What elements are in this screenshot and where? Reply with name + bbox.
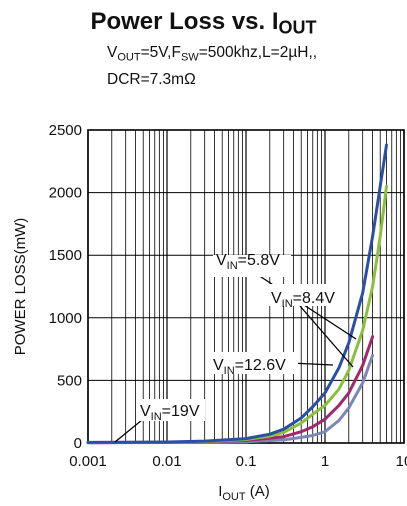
annotation-label: VIN=12.6V xyxy=(213,357,286,377)
y-tick-label: 1500 xyxy=(49,247,82,264)
y-tick-label: 0 xyxy=(74,435,82,452)
annotation-label: VIN=8.4V xyxy=(271,290,335,310)
x-tick-label: 0.001 xyxy=(69,453,107,470)
conditions-part: =500khz,L=2µH,, xyxy=(198,44,318,61)
annotation-leader-line xyxy=(299,305,354,368)
y-tick-label: 2000 xyxy=(49,185,82,202)
annotation-background xyxy=(213,255,291,277)
conditions-part: SW xyxy=(180,51,199,64)
x-tick-label: 0.01 xyxy=(152,453,181,470)
conditions-part: OUT xyxy=(117,51,141,64)
conditions-line-1: VOUT=5V,FSW=500khz,L=2µH,, xyxy=(107,44,317,63)
conditions-line-2: DCR=7.3mΩ xyxy=(107,71,196,88)
x-axis-label: IOUT (A) xyxy=(218,483,270,503)
annotation-leader-line xyxy=(114,419,143,443)
x-tick-label: 0.1 xyxy=(236,453,257,470)
y-tick-label: 2500 xyxy=(49,122,82,139)
annotation-label: VIN=19V xyxy=(140,403,200,423)
series-line xyxy=(86,143,388,444)
y-tick-label: 500 xyxy=(57,372,82,389)
y-tick-label: 1000 xyxy=(49,310,82,327)
annotation-background xyxy=(137,399,205,421)
annotation-label: VIN=5.8V xyxy=(216,252,280,272)
conditions-part: V xyxy=(107,44,118,61)
x-tick-label: 10 xyxy=(396,453,407,470)
annotation-background xyxy=(210,352,298,374)
x-tick-label: 1 xyxy=(321,453,329,470)
annotation-background xyxy=(268,284,346,306)
chart-title: Power Loss vs. IOUT xyxy=(90,8,317,38)
conditions-part: =5V,F xyxy=(140,44,181,61)
y-axis-label: POWER LOSS(mW) xyxy=(12,218,29,356)
